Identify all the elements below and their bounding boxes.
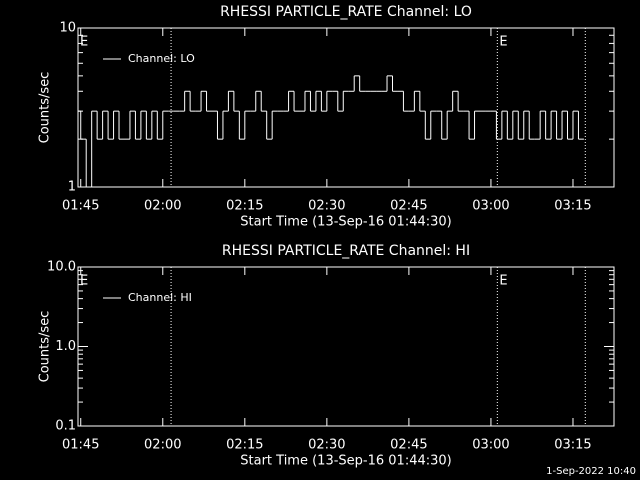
x-axis-label: Start Time (13-Sep-16 01:44:30) bbox=[240, 215, 451, 230]
y-axis-label: Counts/sec bbox=[38, 311, 53, 383]
x-tick-label: 02:15 bbox=[226, 199, 263, 214]
x-tick-label: 03:00 bbox=[472, 438, 509, 453]
x-tick-label: 02:00 bbox=[144, 438, 181, 453]
legend-label: Channel: HI bbox=[128, 291, 192, 304]
x-tick-label: 02:15 bbox=[226, 438, 263, 453]
x-tick-label: 02:30 bbox=[308, 438, 345, 453]
plot-frame bbox=[77, 27, 615, 188]
x-tick-label: 01:45 bbox=[62, 438, 99, 453]
annotation: E bbox=[80, 274, 88, 289]
annotation: E bbox=[499, 35, 507, 50]
y-tick-label: 1.0 bbox=[55, 339, 76, 354]
x-tick-label: 03:15 bbox=[554, 438, 591, 453]
chart-title: RHESSI PARTICLE_RATE Channel: LO bbox=[220, 4, 472, 20]
x-tick-label: 02:30 bbox=[308, 199, 345, 214]
x-axis-label: Start Time (13-Sep-16 01:44:30) bbox=[240, 454, 451, 469]
x-tick-label: 02:45 bbox=[390, 199, 427, 214]
y-tick-label: 10.0 bbox=[47, 260, 76, 275]
y-tick-label: 1 bbox=[68, 180, 76, 195]
x-tick-label: 01:45 bbox=[62, 199, 99, 214]
annotation: E bbox=[80, 35, 88, 50]
y-axis-label: Counts/sec bbox=[38, 72, 53, 144]
chart-title: RHESSI PARTICLE_RATE Channel: HI bbox=[222, 243, 470, 259]
y-tick-label: 0.1 bbox=[55, 419, 76, 434]
annotation: E bbox=[499, 274, 507, 289]
timestamp: 1-Sep-2022 10:40 bbox=[546, 466, 636, 477]
x-tick-label: 02:45 bbox=[390, 438, 427, 453]
x-tick-label: 03:00 bbox=[472, 199, 509, 214]
legend-label: Channel: LO bbox=[128, 52, 195, 65]
x-tick-label: 02:00 bbox=[144, 199, 181, 214]
y-tick-label: 10 bbox=[59, 21, 76, 36]
x-tick-label: 03:15 bbox=[554, 199, 591, 214]
